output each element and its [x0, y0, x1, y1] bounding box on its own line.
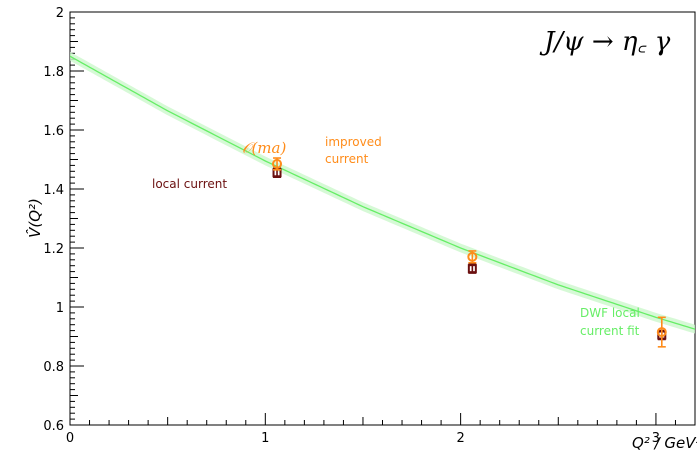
x-tick-label: 1 — [261, 431, 269, 446]
annotation-dwf-current-fit: current fit — [580, 324, 640, 338]
annotation-improved: improved — [325, 135, 382, 149]
y-tick-label: 1 — [56, 301, 64, 316]
annotation-dwf-local: DWF local — [580, 306, 640, 320]
y-tick-label: 1.6 — [43, 124, 64, 139]
tick-labels: 0 1 2 3 0.6 0.8 1 1.2 1.4 1.6 1.8 2 — [43, 6, 660, 446]
fit-line — [70, 55, 695, 330]
fit-curve-group — [70, 51, 695, 334]
data-point-circle — [467, 251, 478, 262]
x-tick-label: 2 — [456, 431, 464, 446]
data-point-circle — [272, 158, 283, 169]
x-tick-label: 0 — [66, 431, 74, 446]
y-axis-label: V̂(Q²) — [25, 198, 44, 238]
y-tick-label: 2 — [56, 6, 64, 21]
data-point-circle — [656, 327, 667, 338]
data-point-square — [467, 264, 477, 274]
x-tick-label: 3 — [652, 431, 660, 446]
y-tick-label: 0.8 — [43, 360, 64, 375]
y-tick-label: 1.4 — [43, 183, 64, 198]
annotation-improved-current: current — [325, 152, 369, 166]
y-tick-label: 0.6 — [43, 419, 64, 434]
y-tick-label: 1.2 — [43, 242, 64, 257]
y-tick-label: 1.8 — [43, 65, 64, 80]
fit-error-band — [70, 51, 695, 334]
chart-title: J/ψ → η꜀ γ — [539, 27, 671, 57]
axis-ticks — [69, 11, 696, 426]
data-points — [272, 157, 667, 348]
x-axis-label: Q² / GeV² — [632, 434, 697, 452]
annotation-improved-math: 𝒪(ma) — [242, 139, 286, 157]
annotation-local-current: local current — [152, 177, 227, 191]
